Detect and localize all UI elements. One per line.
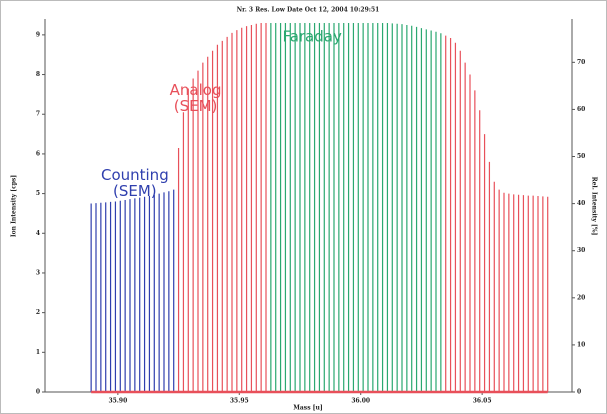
y-tick-label: 4	[36, 230, 40, 237]
y2-tick-label: 20	[577, 294, 585, 301]
y-tick-label: 9	[36, 31, 40, 38]
y2-tick-label: 70	[577, 59, 585, 66]
y2-tick-label: 50	[577, 153, 585, 160]
x-tick-label: 36.00	[351, 398, 370, 405]
y-tick-label: 2	[36, 309, 40, 316]
y2-tick-label: 0	[577, 389, 581, 396]
annotation: (SEM)	[174, 97, 218, 115]
y-tick-label: 5	[36, 190, 40, 197]
y2-tick-label: 10	[577, 341, 585, 348]
y-tick-label: 1	[36, 349, 40, 356]
chart-title: Nr. 3 Res. Low Date Oct 12, 2004 10:29:5…	[237, 7, 380, 14]
y-tick-label: 6	[36, 150, 40, 157]
y-tick-label: 8	[36, 71, 40, 78]
x-tick-label: 36.05	[473, 398, 492, 405]
x-tick-label: 35.90	[108, 398, 127, 405]
annotation: Counting	[101, 166, 169, 184]
y2-tick-label: 30	[577, 247, 585, 254]
annotation: Analog	[170, 81, 222, 99]
annotation: Faraday	[282, 27, 342, 45]
y-tick-label: 3	[36, 269, 40, 276]
x-tick-label: 35.95	[230, 398, 249, 405]
y-axis-label: Ion Intensity [cps]	[11, 175, 18, 237]
y2-tick-label: 60	[577, 106, 585, 113]
y2-tick-label: 40	[577, 200, 585, 207]
y-tick-label: 7	[36, 111, 40, 118]
x-axis-label: Mass [u]	[293, 405, 323, 412]
y-tick-label: 0	[36, 389, 40, 396]
y2-axis-label: Rel. Intensity [%]	[591, 177, 598, 236]
annotation: (SEM)	[113, 182, 157, 200]
